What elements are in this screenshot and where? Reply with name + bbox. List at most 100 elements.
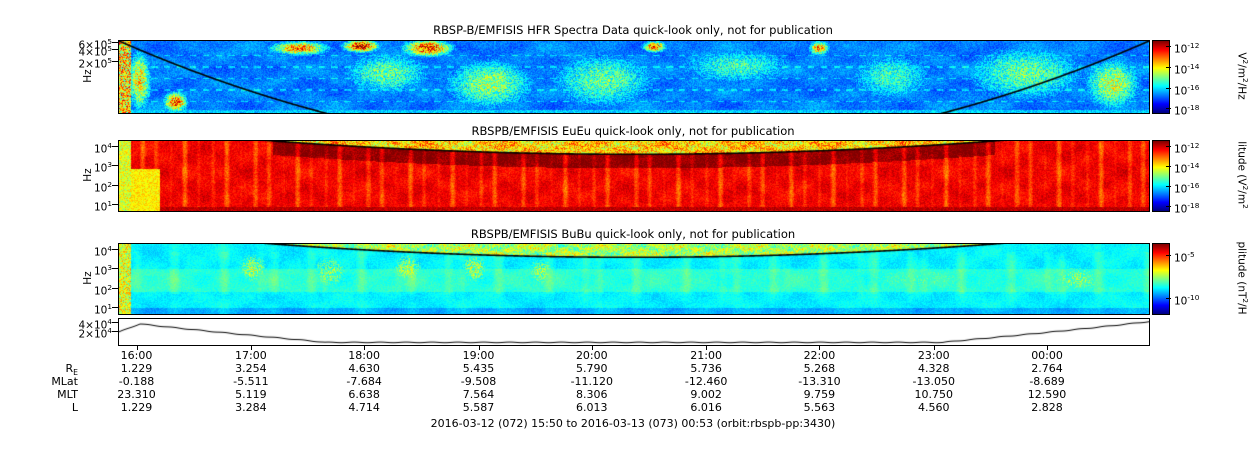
x-tick-mark xyxy=(364,345,366,350)
y-axis-label: Hz xyxy=(82,168,94,182)
colorbar-tick-label: 10-10 xyxy=(1174,292,1200,308)
x-tick-mark xyxy=(819,345,821,350)
x-tick-label: 20:00 xyxy=(575,349,608,362)
x-tick-label: 21:00 xyxy=(690,349,722,362)
colorbar-tick-mark xyxy=(1166,46,1171,48)
y-tick-mark xyxy=(112,165,118,167)
fce-line-canvas xyxy=(119,319,1149,345)
colorbar-tick-mark xyxy=(1166,66,1171,68)
ephemeris-value: -12.460 xyxy=(684,375,728,388)
ephemeris-value: 5.119 xyxy=(235,388,267,401)
panel3-title: RBSPB/EMFISIS BuBu quick-look only, not … xyxy=(470,227,796,241)
y-tick-label: 4×104 xyxy=(78,316,112,332)
ephemeris-value: 6.016 xyxy=(690,401,722,414)
ephemeris-value: 5.268 xyxy=(803,362,836,375)
ephemeris-value: -13.310 xyxy=(798,375,841,388)
ephemeris-value: 12.590 xyxy=(1027,388,1067,401)
x-tick-mark xyxy=(136,345,138,350)
panel1-colorbar xyxy=(1152,40,1170,114)
x-tick-mark xyxy=(250,345,252,350)
ephemeris-value: 3.284 xyxy=(235,401,267,414)
y-tick-mark xyxy=(112,248,118,250)
y-axis-label: Hz xyxy=(82,69,94,83)
y-tick-label: 104 xyxy=(93,140,112,156)
bubu-heatmap-canvas xyxy=(119,244,1149,314)
colorbar-tick-label: 10-12 xyxy=(1174,141,1200,156)
ephemeris-value: 5.563 xyxy=(803,401,836,414)
ephemeris-value: -13.050 xyxy=(912,375,955,388)
panel1-title: RBSP-B/EMFISIS HFR Spectra Data quick-lo… xyxy=(433,23,833,37)
ephemeris-value: 9.002 xyxy=(690,388,722,401)
colorbar-tick-mark xyxy=(1166,107,1171,109)
ephemeris-value: 9.759 xyxy=(803,388,836,401)
ephemeris-value: 2.828 xyxy=(1031,401,1063,414)
colorbar-tick-label: 10-14 xyxy=(1174,61,1200,77)
ephemeris-value: 10.750 xyxy=(914,388,954,401)
ephemeris-value: -9.508 xyxy=(460,375,497,388)
y-tick-label: 4×105 xyxy=(78,44,112,59)
ephemeris-value: 6.013 xyxy=(576,401,608,414)
ephemeris-value: 23.310 xyxy=(117,388,156,401)
ephemeris-value: 4.630 xyxy=(348,362,380,375)
time-range-caption: 2016-03-12 (072) 15:50 to 2016-03-13 (07… xyxy=(430,417,836,430)
x-tick-label: 23:00 xyxy=(917,349,950,362)
x-tick-mark xyxy=(478,345,480,350)
y-tick-mark xyxy=(112,287,118,289)
y-tick-mark xyxy=(112,49,118,51)
colorbar-tick-label: 10-16 xyxy=(1174,181,1200,196)
panel2-title: RBSPB/EMFISIS EuEu quick-look only, not … xyxy=(471,124,795,138)
ephemeris-value: 5.736 xyxy=(690,362,722,375)
colorbar-axis-label: plitude (nT2/H xyxy=(1235,241,1250,315)
hfr-heatmap-canvas xyxy=(119,41,1149,113)
ephemeris-value: 2.764 xyxy=(1031,362,1063,375)
panel2-colorbar xyxy=(1152,140,1170,212)
x-tick-mark xyxy=(933,345,935,350)
ephemeris-value: 4.560 xyxy=(918,401,950,414)
colorbar-tick-label: 10-18 xyxy=(1174,200,1200,216)
y-tick-label: 6×105 xyxy=(78,37,112,52)
ephemeris-value: -8.689 xyxy=(1029,375,1065,388)
ephemeris-value: 6.638 xyxy=(348,388,380,401)
colorbar-axis-label: V2/m2/Hz xyxy=(1235,52,1250,100)
ephemeris-value: 4.328 xyxy=(918,362,950,375)
y-tick-mark xyxy=(112,321,118,323)
colorbar-tick-mark xyxy=(1166,254,1171,256)
ephemeris-value: 8.306 xyxy=(576,388,608,401)
y-tick-label: 2×104 xyxy=(78,326,112,341)
ephemeris-row-label: RE xyxy=(65,362,78,378)
ephemeris-value: 5.790 xyxy=(576,362,608,375)
x-tick-mark xyxy=(1047,345,1049,350)
x-tick-label: 19:00 xyxy=(462,349,495,362)
ephemeris-value: -11.120 xyxy=(570,375,614,388)
colorbar-tick-mark xyxy=(1166,146,1171,148)
y-tick-mark xyxy=(112,184,118,186)
colorbar-tick-mark xyxy=(1166,87,1171,89)
colorbar-tick-mark xyxy=(1166,165,1171,167)
y-tick-label: 102 xyxy=(93,179,112,195)
y-tick-label: 103 xyxy=(93,160,112,175)
x-tick-label: 17:00 xyxy=(235,349,267,362)
ephemeris-row-label: MLT xyxy=(57,388,78,401)
x-tick-mark xyxy=(591,345,593,350)
ephemeris-row-label: L xyxy=(71,401,78,414)
ephemeris-value: 4.714 xyxy=(348,401,380,414)
y-tick-label: 2×105 xyxy=(78,56,112,71)
y-tick-label: 101 xyxy=(93,302,112,317)
colorbar-tick-mark xyxy=(1166,186,1171,188)
colorbar-axis-label: litude (V2/m2 xyxy=(1235,141,1250,209)
y-tick-mark xyxy=(112,331,118,332)
panel1-hfr-spectrogram xyxy=(118,40,1150,114)
colorbar-tick-label: 10-16 xyxy=(1174,82,1200,98)
panel3-bubu-spectrogram xyxy=(118,243,1150,315)
x-tick-label: 18:00 xyxy=(348,349,380,362)
eueu-heatmap-canvas xyxy=(119,141,1149,211)
ephemeris-value: 1.229 xyxy=(120,401,153,414)
y-tick-mark xyxy=(112,42,118,44)
y-tick-label: 101 xyxy=(93,199,112,214)
x-tick-mark xyxy=(706,345,708,350)
y-tick-mark xyxy=(112,145,118,147)
y-tick-mark xyxy=(112,268,118,270)
colorbar-tick-label: 10-14 xyxy=(1174,160,1200,176)
colorbar-tick-label: 10-12 xyxy=(1174,41,1200,56)
